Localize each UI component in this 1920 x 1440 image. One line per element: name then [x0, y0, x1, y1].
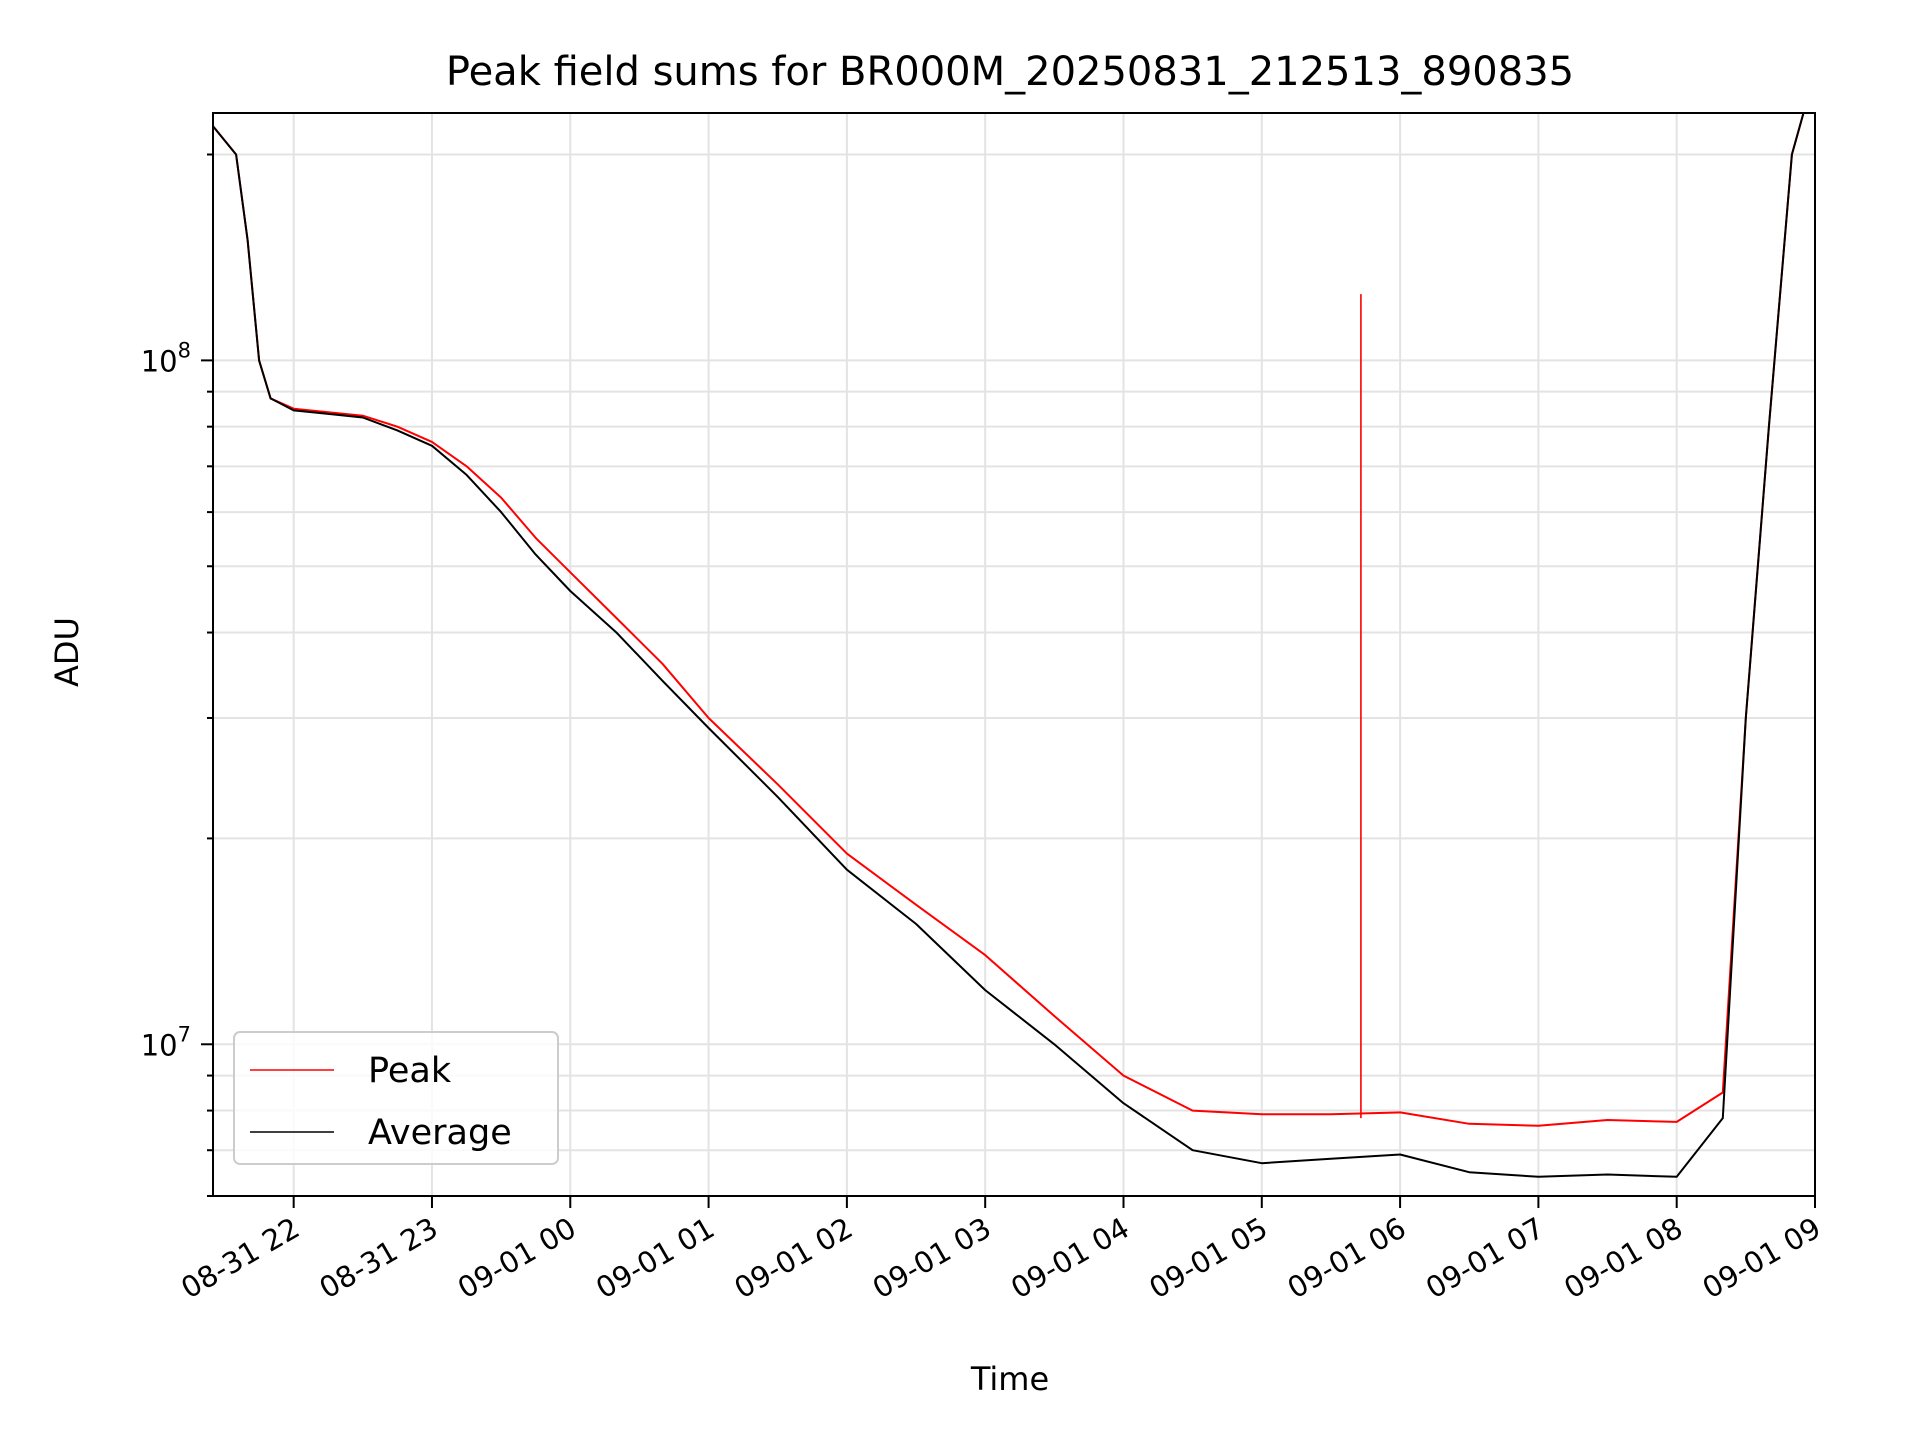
data-point-average — [984, 989, 986, 991]
data-point-peak — [1122, 1074, 1125, 1077]
data-point-peak — [362, 414, 364, 417]
data-point-average — [327, 413, 330, 415]
data-point-average — [661, 680, 664, 682]
data-point-average — [846, 868, 848, 871]
data-point-peak — [915, 903, 917, 906]
data-point-average — [1722, 1117, 1724, 1119]
data-point-average — [1768, 425, 1770, 428]
data-point-peak — [776, 783, 779, 786]
data-point-peak — [846, 852, 848, 855]
legend: Peak Average — [233, 1031, 559, 1165]
series-line-average — [212, 112, 1805, 1178]
data-point-average — [246, 239, 249, 241]
data-point-average — [292, 409, 295, 412]
data-point-average — [431, 445, 433, 447]
data-point-peak — [1053, 1015, 1056, 1017]
data-point-peak — [984, 954, 986, 956]
data-point-average — [1399, 1153, 1401, 1156]
legend-box — [233, 1031, 559, 1165]
data-point-peak — [1261, 1113, 1263, 1116]
data-point-average — [1675, 1176, 1678, 1178]
data-point-average — [569, 590, 572, 592]
data-point-peak — [327, 411, 330, 414]
data-point-peak — [396, 425, 399, 428]
data-point-peak — [1722, 1091, 1724, 1094]
data-point-average — [258, 359, 260, 362]
data-point-peak — [431, 441, 433, 443]
data-point-average — [1606, 1173, 1609, 1176]
chart-title: Peak field sums for BR000M_20250831_2125… — [446, 49, 1574, 95]
data-point-average — [1537, 1176, 1540, 1178]
data-point-average — [235, 153, 237, 156]
y-tick-label: 108 — [141, 338, 191, 378]
data-point-average — [396, 429, 399, 432]
x-axis-label: Time — [970, 1360, 1049, 1398]
data-point-average — [615, 631, 618, 634]
data-point-average — [269, 397, 272, 400]
data-point-peak — [500, 496, 502, 499]
data-point-peak — [1537, 1125, 1540, 1127]
data-point-peak — [1606, 1119, 1609, 1121]
legend-label-average: Average — [368, 1113, 512, 1153]
data-point-peak — [465, 465, 468, 468]
y-ticks: 107 108 — [141, 153, 213, 1197]
grid — [213, 113, 1816, 1197]
data-point-average — [1330, 1158, 1332, 1160]
data-point-peak — [615, 617, 618, 619]
data-point-average — [1122, 1102, 1125, 1104]
data-point-average — [465, 474, 468, 476]
data-point-peak — [1468, 1123, 1470, 1125]
series-layer — [212, 112, 1805, 1178]
y-tick-label: 107 — [141, 1022, 191, 1062]
data-point-peak — [661, 663, 664, 665]
data-point-peak — [1675, 1121, 1678, 1123]
data-point-average — [1191, 1149, 1194, 1151]
data-point-peak — [1191, 1109, 1194, 1112]
data-point-average — [776, 796, 779, 798]
data-point-average — [1791, 153, 1793, 156]
data-point-average — [500, 511, 502, 513]
data-point-peak — [569, 571, 572, 574]
data-point-peak — [1399, 1111, 1401, 1114]
data-point-peak — [707, 717, 710, 719]
series-line-peak — [212, 112, 1805, 1127]
plot-frame — [212, 112, 1816, 1197]
data-point-average — [915, 923, 917, 925]
data-point-average — [534, 553, 537, 556]
legend-label-peak: Peak — [368, 1051, 452, 1091]
data-point-average — [707, 727, 710, 729]
data-point-average — [1745, 717, 1747, 719]
data-point-peak — [534, 537, 537, 539]
y-axis-label: ADU — [48, 617, 86, 687]
data-point-average — [362, 416, 364, 419]
data-point-average — [1468, 1171, 1470, 1173]
data-point-peak — [1330, 1113, 1332, 1116]
data-point-average — [1053, 1043, 1056, 1046]
data-point-average — [1261, 1162, 1263, 1164]
